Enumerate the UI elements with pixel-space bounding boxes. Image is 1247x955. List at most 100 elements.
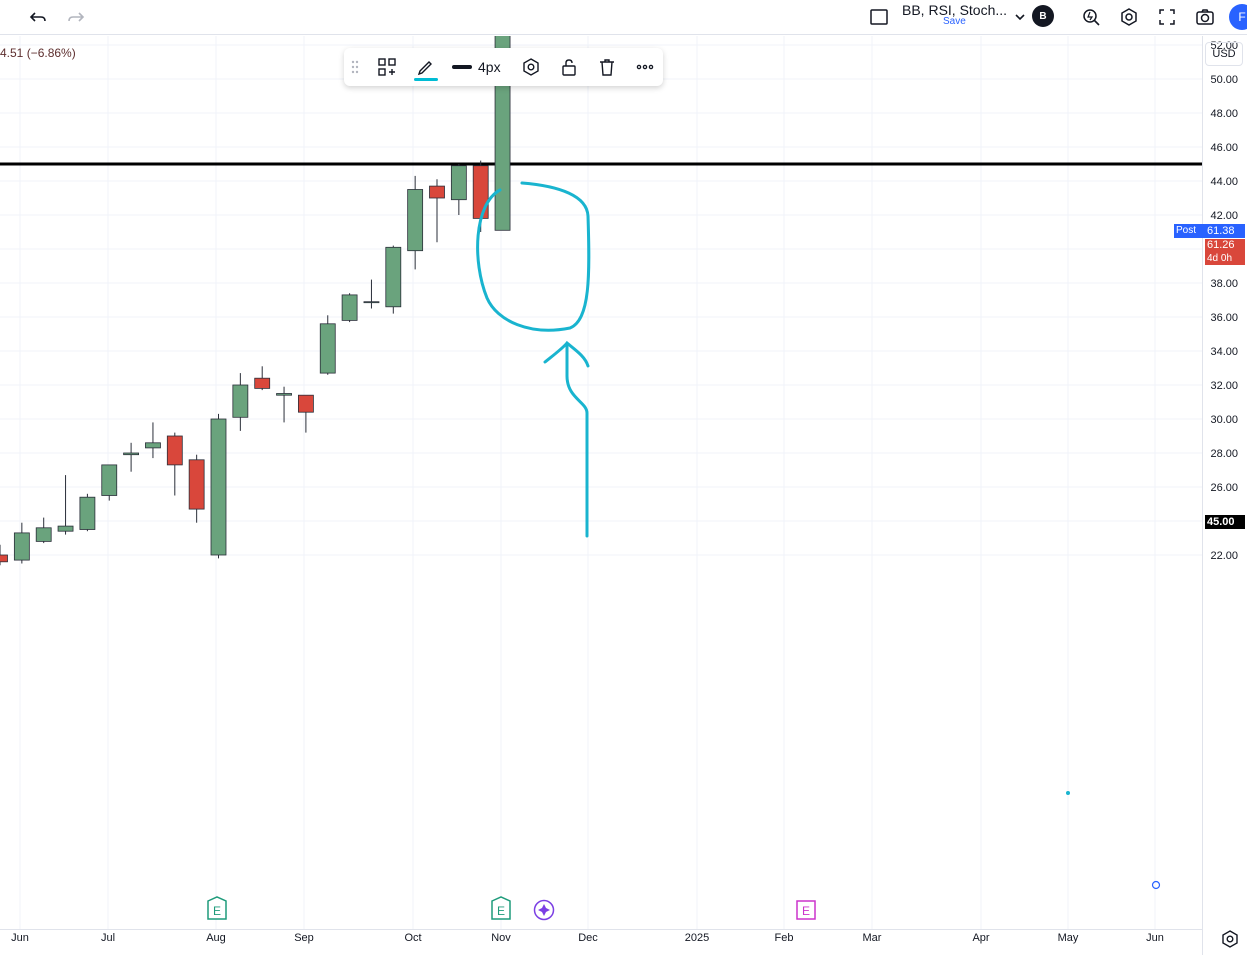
candle-body bbox=[276, 393, 292, 396]
templates-icon[interactable] bbox=[376, 56, 398, 78]
candle bbox=[297, 394, 314, 433]
candle-body bbox=[145, 442, 161, 449]
y-tick-label: 30.00 bbox=[1210, 414, 1238, 426]
candle bbox=[407, 175, 424, 270]
currency-selector[interactable]: USD bbox=[1205, 42, 1243, 66]
candle-body bbox=[385, 246, 402, 308]
fullscreen-icon[interactable] bbox=[1155, 5, 1179, 29]
price-chart[interactable]: 22.0024.0026.0028.0030.0032.0034.0036.00… bbox=[0, 36, 1247, 955]
y-tick-label: 38.00 bbox=[1210, 278, 1238, 290]
candle-body bbox=[101, 464, 118, 496]
candle-body bbox=[254, 377, 271, 389]
undo-icon[interactable] bbox=[26, 5, 50, 29]
y-tick-label: 22.00 bbox=[1210, 550, 1238, 562]
candle bbox=[123, 442, 139, 472]
earnings-marker[interactable]: E bbox=[207, 896, 227, 920]
indicators-label[interactable]: BB, RSI, Stoch... bbox=[902, 2, 1008, 18]
candle bbox=[101, 464, 118, 501]
candle bbox=[341, 293, 358, 323]
lock-icon[interactable] bbox=[558, 56, 580, 78]
active-color-swatch bbox=[414, 78, 438, 81]
drag-handle-icon[interactable] bbox=[348, 56, 362, 78]
candle-body bbox=[188, 459, 205, 510]
x-tick-label: Mar bbox=[863, 932, 882, 944]
y-tick-label: 48.00 bbox=[1210, 108, 1238, 120]
settings-icon[interactable] bbox=[1117, 5, 1141, 29]
candle bbox=[57, 475, 74, 535]
candle-body bbox=[210, 418, 227, 556]
y-tick-label: 32.00 bbox=[1210, 380, 1238, 392]
candle bbox=[429, 179, 445, 243]
chart-settings-icon[interactable] bbox=[1218, 927, 1242, 951]
earnings-marker[interactable]: E bbox=[491, 896, 511, 920]
y-tick-label: 28.00 bbox=[1210, 448, 1238, 460]
quick-search-icon[interactable] bbox=[1079, 5, 1103, 29]
candle-body bbox=[341, 294, 358, 321]
y-tick-label: 50.00 bbox=[1210, 74, 1238, 86]
horizontal-line-price-tag: 45.00 bbox=[1205, 515, 1245, 529]
future-earnings-marker[interactable]: E bbox=[796, 900, 816, 920]
x-tick-label: Jul bbox=[101, 932, 115, 944]
line-width-label[interactable]: 4px bbox=[478, 59, 501, 75]
candle-body bbox=[57, 525, 74, 532]
x-tick-label: May bbox=[1058, 932, 1079, 944]
candle-body bbox=[0, 554, 8, 563]
candle-body bbox=[123, 452, 139, 456]
drawn-dot bbox=[1066, 791, 1070, 795]
settings-icon[interactable] bbox=[520, 56, 542, 78]
x-tick-label: Apr bbox=[972, 932, 989, 944]
camera-icon[interactable] bbox=[1193, 5, 1217, 29]
more-icon[interactable] bbox=[634, 56, 656, 78]
x-tick-label: Nov bbox=[491, 932, 511, 944]
x-tick-label: 2025 bbox=[685, 932, 709, 944]
redo-icon[interactable] bbox=[64, 5, 88, 29]
candle-body bbox=[319, 323, 336, 374]
price-change-label: 4.51 (−6.86%) bbox=[0, 46, 76, 60]
candle-body bbox=[79, 496, 96, 530]
trash-icon[interactable] bbox=[596, 56, 618, 78]
candle bbox=[363, 279, 380, 309]
drawn-arrow-annotation bbox=[543, 340, 590, 538]
candle-body bbox=[450, 165, 467, 201]
dividend-marker[interactable] bbox=[533, 899, 555, 921]
candle-body bbox=[166, 435, 183, 466]
user-avatar[interactable]: F bbox=[1229, 4, 1247, 30]
candle bbox=[166, 432, 183, 496]
candle bbox=[0, 544, 8, 566]
account-avatar[interactable]: B bbox=[1032, 5, 1054, 27]
x-tick-label: Feb bbox=[775, 932, 794, 944]
candle bbox=[232, 373, 249, 431]
candle bbox=[35, 517, 52, 544]
x-tick-label: Aug bbox=[206, 932, 226, 944]
layout-square-icon[interactable] bbox=[867, 5, 891, 29]
drawing-toolbar: 4px bbox=[344, 48, 663, 86]
future-earnings-letter: E bbox=[802, 904, 810, 918]
candle bbox=[13, 522, 30, 564]
candle-body bbox=[232, 384, 249, 418]
candle bbox=[210, 413, 227, 559]
candle bbox=[385, 245, 402, 314]
x-tick-label: Jun bbox=[1146, 932, 1164, 944]
y-tick-label: 36.00 bbox=[1210, 312, 1238, 324]
candle-body bbox=[407, 189, 424, 252]
top-toolbar: BB, RSI, Stoch... Save B F bbox=[0, 0, 1247, 35]
post-label: Post bbox=[1174, 224, 1207, 238]
candle bbox=[450, 164, 467, 215]
save-label[interactable]: Save bbox=[943, 16, 966, 27]
x-tick-label: Oct bbox=[404, 932, 421, 944]
candle-body bbox=[429, 185, 445, 199]
x-tick-label: Dec bbox=[578, 932, 598, 944]
candle bbox=[254, 366, 271, 391]
last-price-tag: 61.26 bbox=[1205, 239, 1245, 252]
alert-marker bbox=[1151, 880, 1161, 890]
candle bbox=[188, 454, 205, 523]
y-tick-label: 26.00 bbox=[1210, 482, 1238, 494]
candle bbox=[79, 493, 96, 532]
y-tick-label: 46.00 bbox=[1210, 142, 1238, 154]
line-width-icon[interactable] bbox=[452, 56, 472, 78]
countdown-tag: 4d 0h bbox=[1205, 252, 1245, 265]
pencil-color-icon[interactable] bbox=[414, 56, 438, 78]
y-tick-label: 44.00 bbox=[1210, 176, 1238, 188]
earnings-marker-letter: E bbox=[213, 904, 221, 918]
chevron-down-icon[interactable] bbox=[1008, 5, 1032, 29]
